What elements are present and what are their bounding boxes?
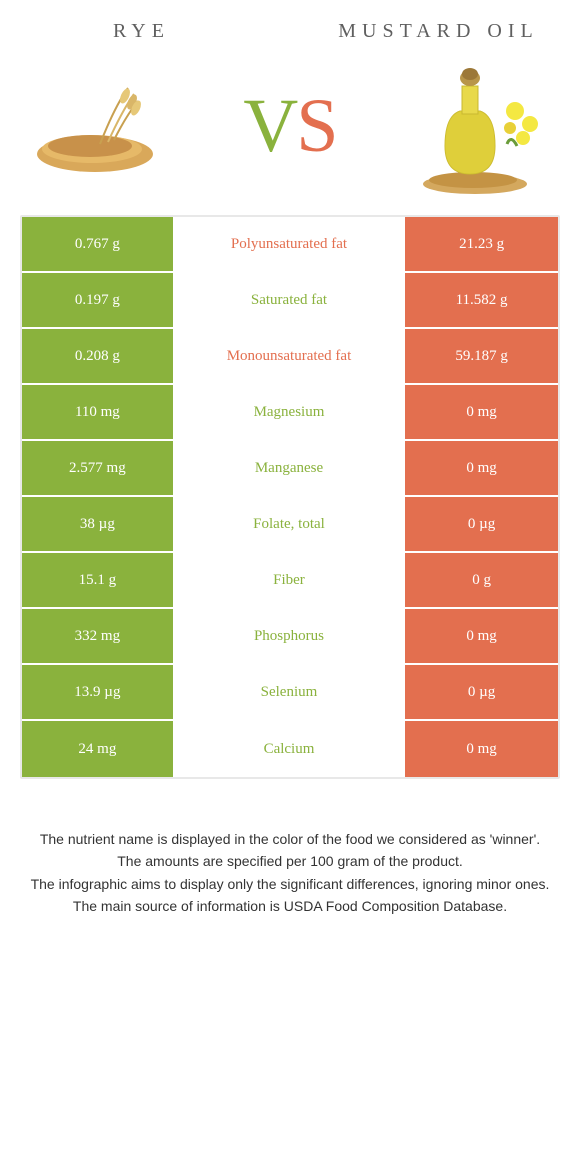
left-value: 0.208 g	[22, 329, 175, 383]
title-right: MUSTARD OIL	[317, 20, 560, 43]
nutrient-label: Folate, total	[175, 497, 405, 551]
left-value: 38 µg	[22, 497, 175, 551]
right-value: 0 mg	[405, 609, 558, 663]
right-value: 0 µg	[405, 665, 558, 719]
table-row: 2.577 mgManganese0 mg	[22, 441, 558, 497]
footer-notes: The nutrient name is displayed in the co…	[20, 829, 560, 916]
nutrient-label: Polyunsaturated fat	[175, 217, 405, 271]
right-value: 0 mg	[405, 441, 558, 495]
right-value: 0 µg	[405, 497, 558, 551]
mustard-oil-image	[400, 61, 560, 191]
left-value: 2.577 mg	[22, 441, 175, 495]
mustard-oil-icon	[415, 56, 545, 196]
table-row: 38 µgFolate, total0 µg	[22, 497, 558, 553]
footer-line: The infographic aims to display only the…	[30, 874, 550, 894]
nutrient-label: Manganese	[175, 441, 405, 495]
table-row: 24 mgCalcium0 mg	[22, 721, 558, 777]
header: RYE MUSTARD OIL	[20, 20, 560, 43]
footer-line: The nutrient name is displayed in the co…	[30, 829, 550, 849]
nutrient-label: Magnesium	[175, 385, 405, 439]
left-value: 15.1 g	[22, 553, 175, 607]
title-left: RYE	[20, 20, 263, 43]
images-row: VS	[20, 61, 560, 191]
rye-icon	[30, 76, 170, 176]
left-value: 0.197 g	[22, 273, 175, 327]
nutrient-label: Calcium	[175, 721, 405, 777]
right-value: 0 mg	[405, 721, 558, 777]
table-row: 0.197 gSaturated fat11.582 g	[22, 273, 558, 329]
vs-label: VS	[243, 83, 336, 170]
rye-image	[20, 61, 180, 191]
left-value: 13.9 µg	[22, 665, 175, 719]
right-value: 0 mg	[405, 385, 558, 439]
footer-line: The main source of information is USDA F…	[30, 896, 550, 916]
nutrient-label: Fiber	[175, 553, 405, 607]
left-value: 0.767 g	[22, 217, 175, 271]
right-value: 59.187 g	[405, 329, 558, 383]
vs-s: S	[296, 84, 336, 168]
nutrient-label: Monounsaturated fat	[175, 329, 405, 383]
left-value: 332 mg	[22, 609, 175, 663]
left-value: 24 mg	[22, 721, 175, 777]
table-row: 15.1 gFiber0 g	[22, 553, 558, 609]
table-row: 332 mgPhosphorus0 mg	[22, 609, 558, 665]
right-value: 21.23 g	[405, 217, 558, 271]
left-value: 110 mg	[22, 385, 175, 439]
nutrient-label: Saturated fat	[175, 273, 405, 327]
nutrient-label: Phosphorus	[175, 609, 405, 663]
right-value: 11.582 g	[405, 273, 558, 327]
table-row: 13.9 µgSelenium0 µg	[22, 665, 558, 721]
right-value: 0 g	[405, 553, 558, 607]
vs-v: V	[243, 84, 296, 168]
table-row: 0.767 gPolyunsaturated fat21.23 g	[22, 217, 558, 273]
table-row: 110 mgMagnesium0 mg	[22, 385, 558, 441]
footer-line: The amounts are specified per 100 gram o…	[30, 851, 550, 871]
nutrient-label: Selenium	[175, 665, 405, 719]
nutrient-table: 0.767 gPolyunsaturated fat21.23 g0.197 g…	[20, 215, 560, 779]
infographic-container: RYE MUSTARD OIL VS	[0, 0, 580, 948]
table-row: 0.208 gMonounsaturated fat59.187 g	[22, 329, 558, 385]
